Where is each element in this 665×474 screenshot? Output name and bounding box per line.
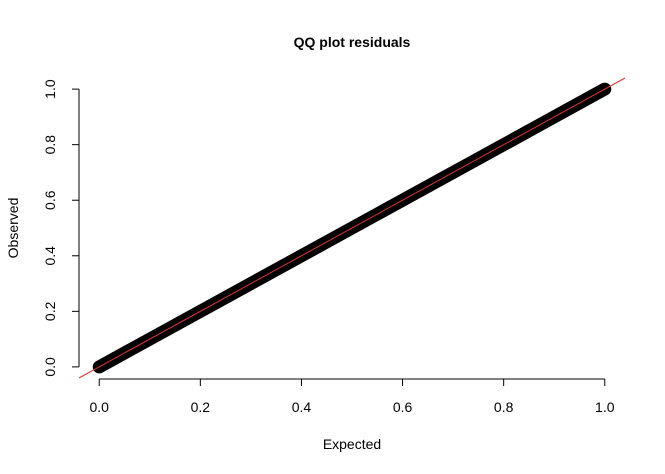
x-tick-label: 1.0 (595, 399, 615, 415)
y-tick-label: 0.0 (42, 357, 58, 377)
x-tick-label: 0.0 (89, 399, 109, 415)
axes: 0.0 0.2 0.4 0.6 0.8 1.0 0.0 0.2 0.4 0.6 0.8 1.0 (42, 79, 615, 415)
plot-area (78, 77, 626, 379)
y-tick-label: 0.2 (42, 301, 58, 321)
x-tick-label: 0.2 (191, 399, 211, 415)
x-tick-label: 0.8 (494, 399, 514, 415)
x-axis-label: Expected (323, 436, 381, 452)
y-tick-label: 0.8 (42, 135, 58, 155)
y-tick-label: 1.0 (42, 79, 58, 99)
y-tick-label: 0.6 (42, 190, 58, 210)
chart-title: QQ plot residuals (294, 34, 411, 50)
reference-line (78, 77, 626, 379)
y-tick-label: 0.4 (42, 246, 58, 266)
x-tick-label: 0.6 (393, 399, 413, 415)
y-axis-label: Observed (5, 198, 21, 259)
x-tick-label: 0.4 (292, 399, 312, 415)
